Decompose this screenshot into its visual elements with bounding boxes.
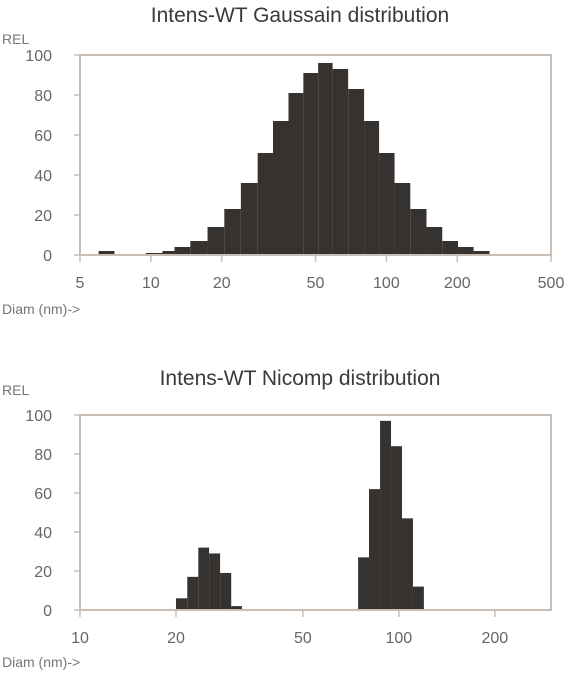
y-tick-label: 100 — [25, 408, 52, 425]
plot-frame — [79, 414, 552, 611]
histogram-bar — [402, 518, 413, 610]
histogram-bar — [257, 153, 273, 255]
histogram-bar — [190, 241, 208, 255]
histogram-bar — [369, 489, 381, 610]
y-tick-label: 0 — [43, 248, 52, 265]
y-axis-label: REL — [2, 31, 29, 47]
histogram-bar — [426, 227, 443, 255]
histogram-bar — [394, 183, 411, 255]
histogram-bar — [348, 89, 365, 255]
chart-title: Intens-WT Gaussain distribution — [151, 4, 449, 27]
histogram-bar — [391, 446, 403, 610]
histogram-bar — [231, 606, 242, 610]
histogram-bar — [98, 251, 115, 255]
y-tick-label: 20 — [34, 564, 52, 581]
y-axis-label: REL — [2, 382, 29, 398]
x-tick-label: 500 — [538, 275, 565, 292]
y-tick-label: 100 — [25, 48, 52, 65]
x-tick-label: 100 — [373, 275, 400, 292]
histogram-bar — [240, 183, 258, 255]
histogram-bar — [187, 576, 199, 610]
x-tick-label: 10 — [71, 630, 89, 647]
x-tick-label: 100 — [386, 630, 413, 647]
histogram-bar — [442, 241, 459, 255]
y-tick-label: 0 — [43, 603, 52, 620]
histogram-bar — [175, 598, 188, 610]
x-tick-label: 5 — [76, 275, 85, 292]
x-axis-label: Diam (nm)-> — [2, 654, 80, 670]
y-tick-label: 20 — [34, 208, 52, 225]
x-tick-label: 10 — [142, 275, 160, 292]
x-tick-label: 200 — [481, 630, 508, 647]
histogram-bar — [458, 247, 474, 255]
x-tick-label: 50 — [294, 630, 312, 647]
y-tick-label: 40 — [34, 525, 52, 542]
y-tick-label: 80 — [34, 88, 52, 105]
histogram-bar — [207, 227, 225, 255]
histogram-bar — [318, 63, 333, 255]
histogram-bar — [332, 69, 349, 255]
y-tick-label: 40 — [34, 168, 52, 185]
histogram-bar — [379, 153, 395, 255]
nicomp-chart: Intens-WT Nicomp distribution REL 0 20 40 60 8… — [2, 367, 552, 670]
histogram-bar — [412, 586, 424, 610]
gaussian-chart: Intens-WT Gaussain distribution REL 0 20 40 6… — [2, 4, 564, 317]
histogram-bar — [209, 553, 221, 610]
histogram-bar — [198, 547, 210, 610]
y-tick-label: 60 — [34, 486, 52, 503]
y-tick-label: 60 — [34, 128, 52, 145]
histogram-bar — [220, 572, 232, 610]
histogram-bar — [273, 121, 289, 255]
x-axis-label: Diam (nm)-> — [2, 301, 80, 317]
x-tick-label: 20 — [167, 630, 185, 647]
histogram-bar — [380, 420, 392, 610]
x-tick-label: 200 — [444, 275, 471, 292]
histogram-bar — [174, 247, 191, 255]
histogram-bar — [358, 557, 369, 610]
y-tick-label: 80 — [34, 447, 52, 464]
x-tick-label: 50 — [307, 275, 325, 292]
histogram-bar — [473, 251, 490, 255]
histogram-bar — [224, 209, 241, 255]
chart-title: Intens-WT Nicomp distribution — [160, 367, 441, 390]
histogram-bar — [364, 121, 380, 255]
histogram-bar — [410, 209, 427, 255]
histogram-bar — [288, 93, 304, 255]
histogram-bar — [303, 73, 319, 255]
x-tick-label: 20 — [213, 275, 231, 292]
histogram-bar — [162, 251, 175, 255]
